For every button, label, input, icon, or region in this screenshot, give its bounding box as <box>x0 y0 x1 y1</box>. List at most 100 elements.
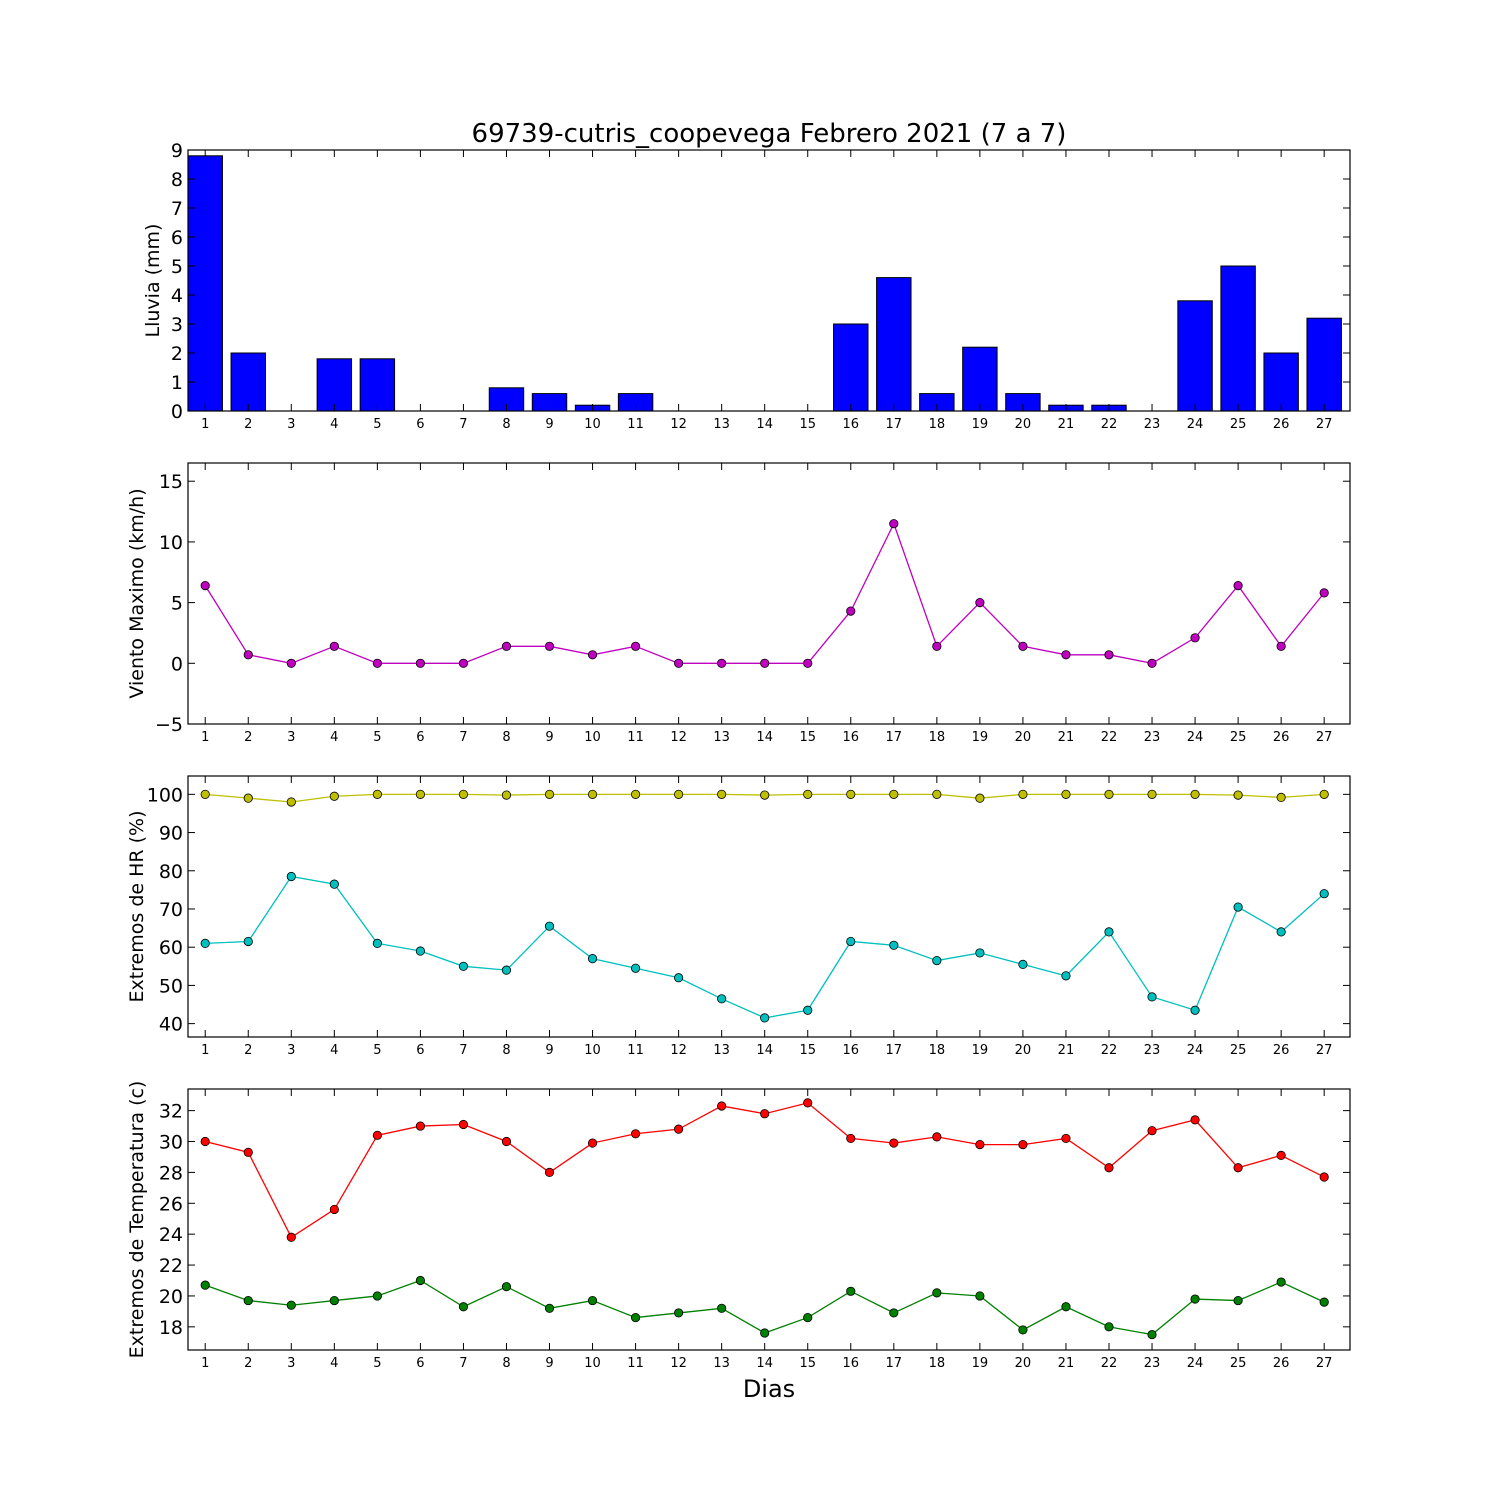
y-tick-label: 0 <box>171 653 183 675</box>
x-tick-label: 9 <box>545 1043 553 1058</box>
y-tick-label: 90 <box>159 823 183 845</box>
x-tick-label: 4 <box>330 1043 338 1058</box>
series-1-point-18 <box>932 641 942 651</box>
x-tick-label: 14 <box>756 417 773 432</box>
series-1-point-14 <box>760 1109 770 1119</box>
series-1-point-21 <box>1061 650 1071 660</box>
x-tick-label: 25 <box>1230 1043 1247 1058</box>
x-tick-label: 12 <box>670 417 687 432</box>
series-1-point-1 <box>200 789 210 799</box>
x-tick-label: 9 <box>545 730 553 745</box>
x-tick-label: 19 <box>972 730 989 745</box>
series-1-point-18 <box>932 789 942 799</box>
x-tick-label: 4 <box>330 730 338 745</box>
axes-frame <box>187 1088 1351 1351</box>
series-1-point-5 <box>372 658 382 668</box>
x-tick-label: 10 <box>584 1043 601 1058</box>
x-tick-label: 6 <box>416 730 424 745</box>
series-1-point-3 <box>286 797 296 807</box>
series-1-point-8 <box>501 641 512 651</box>
y-tick-label: 80 <box>159 861 183 883</box>
x-tick-label: 16 <box>842 730 859 745</box>
x-tick-label: 21 <box>1058 417 1075 432</box>
x-tick-label: 3 <box>287 417 295 432</box>
x-tick-label: 16 <box>842 1356 859 1371</box>
x-tick-label: 15 <box>799 1043 816 1058</box>
series-1-point-6 <box>415 1121 425 1131</box>
y-tick-label: 40 <box>159 1014 183 1036</box>
series-1-point-13 <box>717 789 727 799</box>
x-tick-label: 18 <box>929 417 946 432</box>
x-tick-label: 3 <box>287 1356 295 1371</box>
series-2-point-18 <box>932 1288 942 1298</box>
series-1-point-6 <box>415 658 425 668</box>
x-tick-label: 26 <box>1273 1043 1290 1058</box>
series-2-point-7 <box>458 1302 469 1312</box>
bar-day-24 <box>1177 300 1213 412</box>
series-1-point-9 <box>544 1167 555 1178</box>
series-1-point-9 <box>544 789 555 799</box>
x-tick-label: 11 <box>627 417 644 432</box>
series-2-point-9 <box>544 1303 555 1313</box>
y-tick-label: 1 <box>171 372 183 394</box>
series-2-point-8 <box>501 1282 512 1292</box>
y-tick-label: 20 <box>159 1286 183 1308</box>
x-tick-label: 18 <box>929 1356 946 1371</box>
y-tick-label: 32 <box>159 1101 183 1123</box>
x-tick-label: 25 <box>1230 417 1247 432</box>
y-tick-label: 5 <box>171 256 183 278</box>
series-1-point-17 <box>889 519 899 529</box>
x-tick-label: 21 <box>1058 1356 1075 1371</box>
x-tick-label: 5 <box>373 417 381 432</box>
series-1-point-1 <box>200 1136 210 1147</box>
x-tick-label: 9 <box>545 417 553 432</box>
x-tick-label: 6 <box>416 417 424 432</box>
x-tick-label: 13 <box>713 1356 730 1371</box>
series-2-point-22 <box>1104 1322 1114 1332</box>
x-axis-label: Dias <box>743 1375 795 1403</box>
series-2-point-21 <box>1061 971 1071 981</box>
bar-day-16 <box>833 323 869 412</box>
y-tick-label: 5 <box>171 593 183 615</box>
x-tick-label: 6 <box>416 1043 424 1058</box>
series-2-point-6 <box>415 946 425 956</box>
bar-day-1 <box>187 155 223 412</box>
series-2-point-27 <box>1319 889 1329 899</box>
series-1-point-21 <box>1061 789 1071 799</box>
series-1-point-19 <box>975 1140 985 1150</box>
y-tick-label: 30 <box>159 1132 183 1154</box>
series-2-point-12 <box>674 1308 684 1318</box>
series-2-point-11 <box>630 963 641 973</box>
series-2-point-14 <box>760 1328 770 1338</box>
series-1-point-22 <box>1104 789 1114 799</box>
x-tick-label: 1 <box>201 417 209 432</box>
series-2-point-15 <box>803 1312 813 1323</box>
series-2-point-4 <box>329 879 339 889</box>
y-tick-label: −5 <box>155 714 183 736</box>
y-tick-label: 10 <box>159 532 183 554</box>
x-tick-label: 27 <box>1316 1043 1333 1058</box>
y-tick-label: 28 <box>159 1162 183 1184</box>
bar-day-26 <box>1263 352 1299 412</box>
y-tick-label: 4 <box>171 285 183 307</box>
x-tick-label: 8 <box>502 1043 510 1058</box>
bar-day-19 <box>962 346 998 412</box>
x-tick-label: 6 <box>416 1356 424 1371</box>
x-tick-label: 1 <box>201 730 209 745</box>
y-tick-label: 18 <box>159 1317 183 1339</box>
y-tick-label: 50 <box>159 975 183 997</box>
bar-day-4 <box>316 358 353 412</box>
x-tick-label: 7 <box>459 1043 467 1058</box>
x-tick-label: 8 <box>502 417 510 432</box>
axes-frame <box>187 149 1351 412</box>
x-tick-label: 10 <box>584 1356 601 1371</box>
x-tick-label: 16 <box>842 1043 859 1058</box>
series-2-point-14 <box>760 1013 770 1023</box>
y-axis-label: Extremos de HR (%) <box>126 810 148 1002</box>
chart-title: 69739-cutris_coopevega Febrero 2021 (7 a… <box>472 119 1067 149</box>
x-tick-label: 13 <box>713 1043 730 1058</box>
x-tick-label: 27 <box>1316 730 1333 745</box>
x-tick-label: 11 <box>627 730 644 745</box>
